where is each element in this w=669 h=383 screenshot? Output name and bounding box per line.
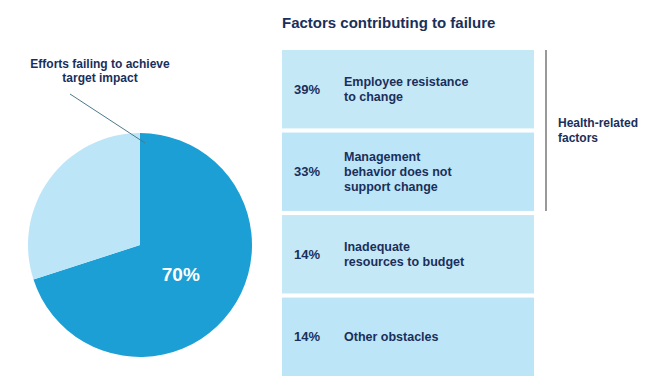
- factor-box: [282, 215, 534, 293]
- annotation: Efforts failing to achievetarget impact: [30, 57, 170, 85]
- text-line: Efforts failing to achieve: [30, 57, 170, 71]
- factor-list: Factors contributing to failure 39% Employ…: [282, 14, 638, 376]
- factor-value: 39%: [294, 82, 320, 97]
- factor-box: [282, 133, 534, 211]
- pie: 70%: [28, 133, 252, 357]
- factor-label: Other obstacles: [344, 330, 439, 344]
- text-line: Employee resistance: [344, 75, 468, 89]
- factor-label: Managementbehavior does notsupport chang…: [344, 150, 452, 194]
- factor-value: 33%: [294, 164, 320, 179]
- text-line: Health-related: [558, 116, 638, 130]
- factor-label: Employee resistanceto change: [344, 75, 468, 104]
- text-line: Management: [344, 150, 421, 164]
- text-line: to change: [344, 90, 403, 104]
- text-line: factors: [558, 131, 598, 145]
- pie-slice: [28, 133, 140, 280]
- factor-row: 33% Managementbehavior does notsupport ch…: [282, 133, 534, 211]
- factor-row: 14% Other obstacles: [282, 298, 534, 376]
- factor-label: Inadequateresources to budget: [344, 240, 465, 269]
- bracket-label: Health-relatedfactors: [558, 116, 638, 145]
- slice-label: 70%: [162, 264, 200, 285]
- factor-value: 14%: [294, 329, 320, 344]
- factor-box: [282, 298, 534, 376]
- text-line: target impact: [62, 71, 137, 85]
- chart-canvas: 70% Efforts failing to achievetarget impa…: [0, 0, 669, 383]
- text-line: support change: [344, 180, 438, 194]
- text-line: resources to budget: [344, 255, 465, 269]
- factor-row: 39% Employee resistanceto change: [282, 50, 534, 128]
- title: Factors contributing to failure: [282, 14, 495, 31]
- factor-value: 14%: [294, 247, 320, 262]
- factor-row: 14% Inadequateresources to budget: [282, 215, 534, 293]
- factor-box: [282, 50, 534, 128]
- text-line: behavior does not: [344, 165, 452, 179]
- annotation-line: [70, 94, 145, 143]
- bracket: [545, 50, 546, 211]
- text-line: Other obstacles: [344, 330, 439, 344]
- text-line: Inadequate: [344, 240, 410, 254]
